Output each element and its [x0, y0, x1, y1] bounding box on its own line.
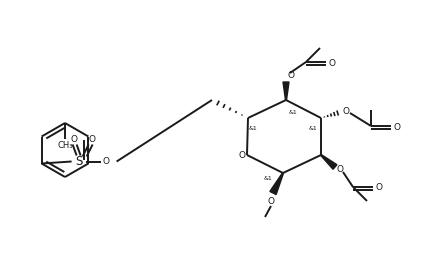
Polygon shape: [283, 82, 289, 100]
Text: O: O: [343, 107, 349, 116]
Polygon shape: [321, 155, 337, 169]
Text: CH₃: CH₃: [57, 141, 73, 150]
Text: O: O: [70, 135, 77, 144]
Text: O: O: [102, 157, 109, 166]
Text: S: S: [75, 155, 82, 168]
Text: O: O: [239, 151, 245, 160]
Text: O: O: [288, 71, 294, 80]
Text: &1: &1: [309, 125, 317, 131]
Text: O: O: [337, 166, 343, 175]
Text: &1: &1: [288, 109, 297, 115]
Text: &1: &1: [264, 176, 272, 180]
Text: O: O: [376, 183, 382, 192]
Text: O: O: [267, 197, 275, 206]
Text: O: O: [393, 123, 401, 132]
Text: O: O: [88, 135, 95, 144]
Text: &1: &1: [249, 125, 257, 131]
Text: O: O: [329, 59, 335, 68]
Polygon shape: [270, 173, 283, 195]
